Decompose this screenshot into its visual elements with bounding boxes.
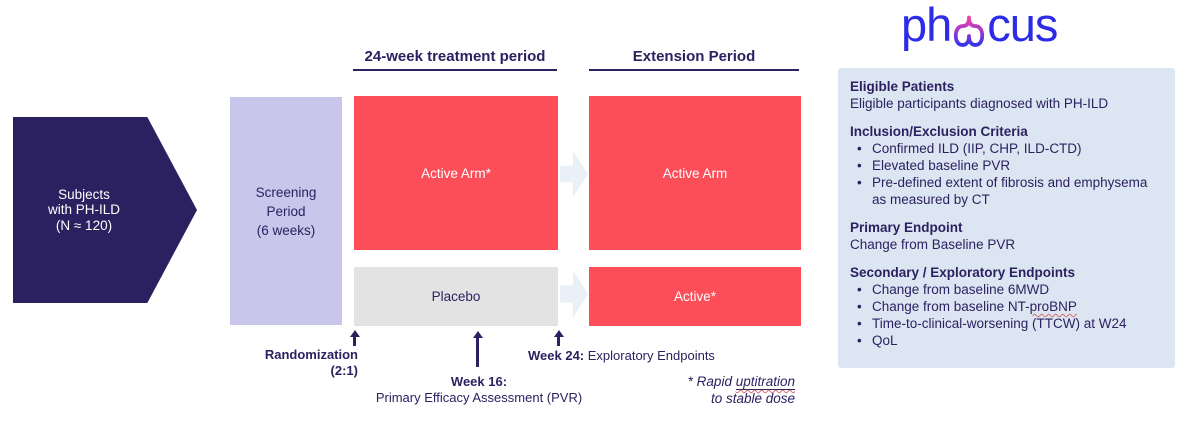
extension-active-box: Active* xyxy=(589,267,801,326)
week16-title: Week 16: xyxy=(450,374,508,389)
logo-text-pre: ph xyxy=(901,0,952,51)
list-item: Pre-defined extent of fibrosis and emphy… xyxy=(850,174,1163,208)
subjects-arrow: Subjects with PH-ILD (N ≈ 120) xyxy=(13,117,197,303)
treatment-placebo-box: Placebo xyxy=(354,267,558,326)
randomization-text: Randomization xyxy=(264,347,358,362)
week24-title: Week 24: xyxy=(528,348,585,363)
criteria-heading: Inclusion/Exclusion Criteria xyxy=(850,124,1028,139)
up-arrow-icon-week24 xyxy=(553,330,564,346)
footnote-line2: to stable dose xyxy=(710,391,795,406)
extension-active-arm-box: Active Arm xyxy=(589,96,801,250)
primary-endpoint-heading: Primary Endpoint xyxy=(850,220,963,235)
randomization-ratio: (2:1) xyxy=(330,363,358,378)
treatment-active-arm-box: Active Arm* xyxy=(354,96,558,250)
extension-period-header: Extension Period xyxy=(589,48,799,71)
uptitration-footnote: * Rapid uptitration to stable dose xyxy=(623,373,795,407)
week16-label: Week 16: Primary Efficacy Assessment (PV… xyxy=(368,374,590,405)
list-item: Elevated baseline PVR xyxy=(850,157,1163,174)
footnote-marked-word: uptitration xyxy=(735,374,795,390)
list-item: Change from baseline 6MWD xyxy=(850,281,1163,298)
list-item: Change from baseline NT-proBNP xyxy=(850,298,1163,315)
screening-line1: Screening xyxy=(255,184,317,200)
subjects-line3: (N ≈ 120) xyxy=(55,217,113,233)
screening-line3: (6 weeks) xyxy=(256,222,316,238)
list-item: Confirmed ILD (IIP, CHP, ILD-CTD) xyxy=(850,140,1163,157)
up-arrow-icon-randomization xyxy=(349,330,360,346)
week16-detail: Primary Efficacy Assessment (PVR) xyxy=(375,389,583,405)
eligible-patients-body: Eligible participants diagnosed with PH-… xyxy=(850,96,1109,111)
logo-text-post: cus xyxy=(987,0,1058,51)
randomization-label: Randomization (2:1) xyxy=(228,347,358,379)
up-arrow-icon-week16 xyxy=(472,331,483,367)
lungs-icon xyxy=(954,6,985,47)
subjects-line1: Subjects xyxy=(58,186,110,202)
eligibility-endpoints-panel: Eligible Patients Eligible participants … xyxy=(838,68,1175,368)
phocus-logo: ph cus xyxy=(901,0,1058,53)
secondary-endpoints-heading: Secondary / Exploratory Endpoints xyxy=(850,265,1076,280)
footnote-prefix: * Rapid xyxy=(687,374,736,389)
secondary-endpoints-list: Change from baseline 6MWD Change from ba… xyxy=(850,281,1163,349)
right-arrow-icon xyxy=(560,270,588,318)
subjects-line2: with PH-ILD xyxy=(47,202,120,218)
week24-detail: Exploratory Endpoints xyxy=(584,348,715,363)
list-item: Time-to-clinical-worsening (TTCW) at W24 xyxy=(850,315,1163,332)
list-item: QoL xyxy=(850,332,1163,349)
week24-label: Week 24: Exploratory Endpoints xyxy=(528,348,715,364)
primary-endpoint-body: Change from Baseline PVR xyxy=(850,237,1016,252)
screening-period-box: Screening Period (6 weeks) xyxy=(230,97,342,325)
criteria-list: Confirmed ILD (IIP, CHP, ILD-CTD) Elevat… xyxy=(850,140,1163,208)
right-arrow-icon xyxy=(560,151,588,197)
probnp-marked-word: proBNP xyxy=(1029,299,1077,314)
eligible-patients-heading: Eligible Patients xyxy=(850,79,955,94)
screening-line2: Period xyxy=(266,203,306,219)
treatment-period-header: 24-week treatment period xyxy=(353,48,557,71)
